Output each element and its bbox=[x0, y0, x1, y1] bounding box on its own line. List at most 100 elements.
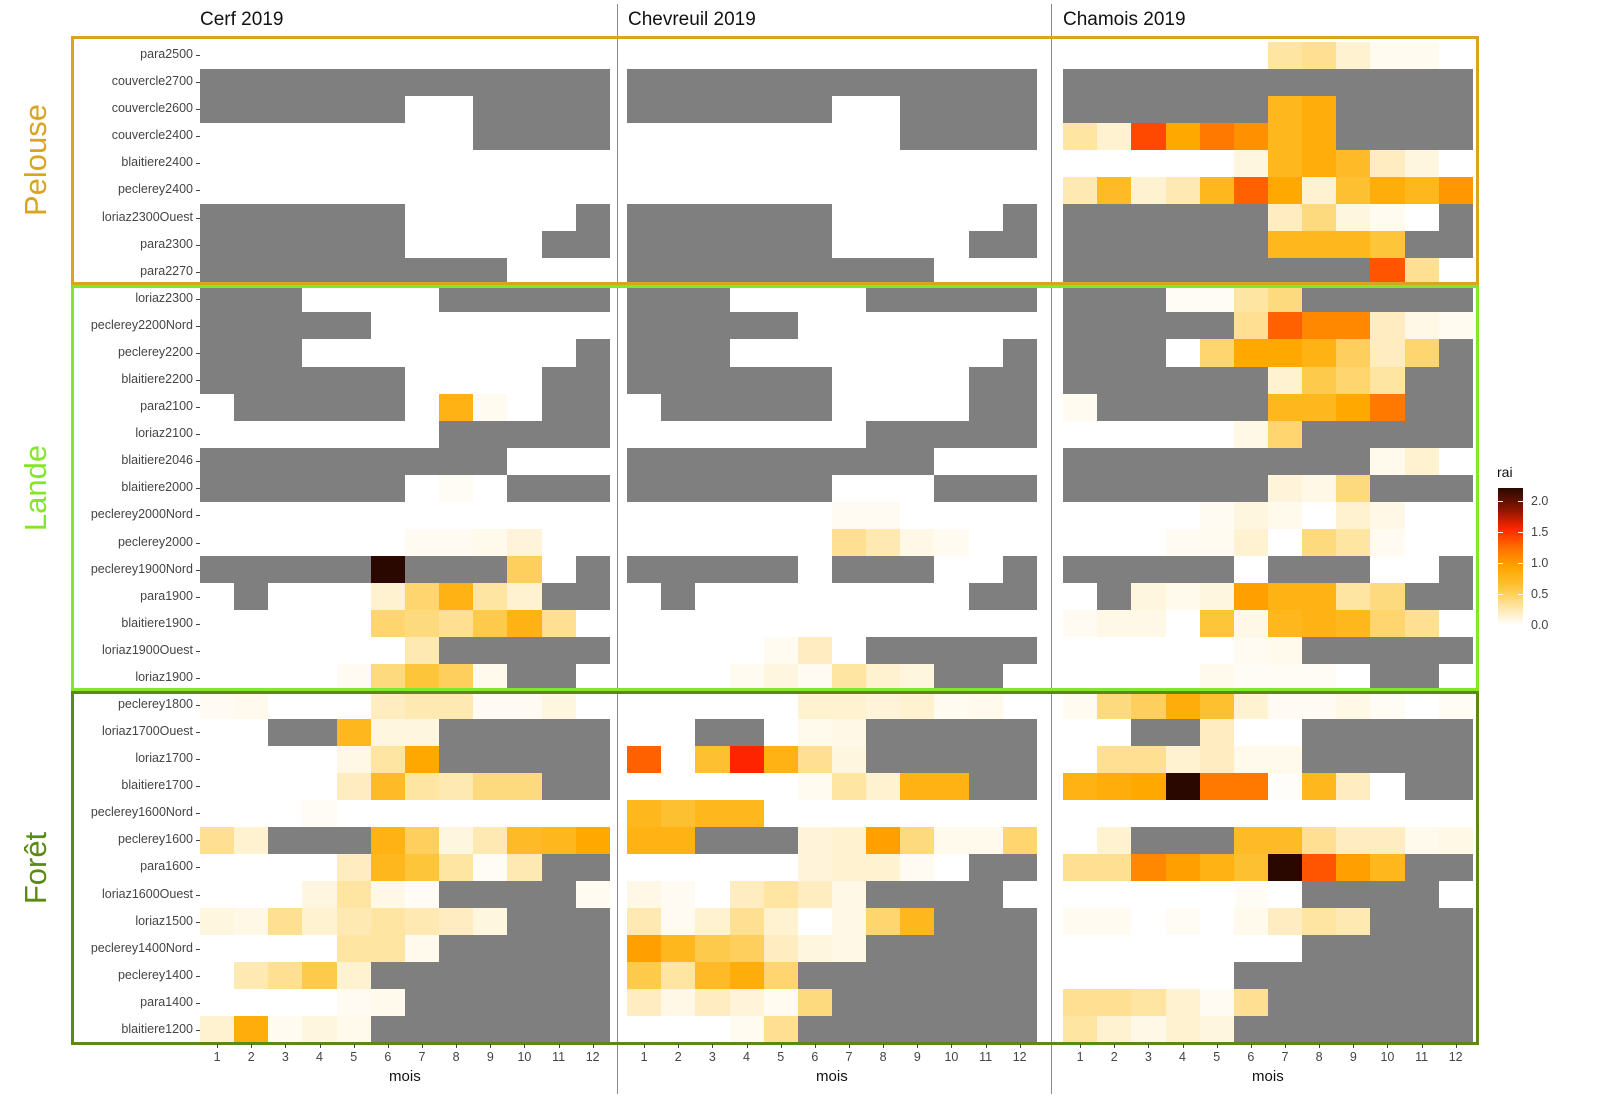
heatmap-cell-na bbox=[1002, 583, 1038, 611]
heatmap-cell-na bbox=[1336, 556, 1371, 584]
heatmap-cell bbox=[336, 718, 372, 747]
heatmap-cell bbox=[302, 935, 338, 963]
heatmap-cell bbox=[1267, 799, 1303, 828]
heatmap-cell-na bbox=[336, 95, 372, 124]
heatmap-cell bbox=[234, 176, 269, 205]
heatmap-cell-na bbox=[404, 1016, 440, 1045]
heatmap-cell-na bbox=[234, 312, 269, 340]
heatmap-cell bbox=[1404, 501, 1440, 530]
heatmap-cell-na bbox=[763, 393, 799, 422]
heatmap-cell-na bbox=[541, 745, 577, 774]
heatmap-cell bbox=[1097, 610, 1132, 638]
heatmap-cell-na bbox=[968, 935, 1004, 963]
heatmap-cell bbox=[934, 393, 970, 422]
heatmap-cell bbox=[370, 556, 406, 584]
heatmap-cell bbox=[200, 935, 235, 963]
heatmap-cell bbox=[1097, 501, 1132, 530]
heatmap-cell bbox=[1131, 799, 1167, 828]
heatmap-cell bbox=[370, 312, 406, 340]
heatmap-cell-na bbox=[1131, 447, 1167, 476]
x-tick-mark bbox=[1114, 1044, 1116, 1048]
heatmap-cell-na bbox=[1097, 474, 1132, 503]
heatmap-cell bbox=[200, 772, 235, 801]
heatmap-cell-na bbox=[934, 881, 970, 909]
heatmap-cell-na bbox=[575, 1016, 611, 1045]
heatmap-cell bbox=[302, 1016, 338, 1045]
heatmap-cell bbox=[900, 204, 935, 232]
heatmap-cell bbox=[404, 853, 440, 882]
heatmap-cell bbox=[695, 41, 731, 70]
heatmap-cell bbox=[695, 772, 731, 801]
heatmap-cell bbox=[200, 881, 235, 909]
heatmap-cell-na bbox=[370, 474, 406, 503]
heatmap-cell-na bbox=[268, 95, 304, 124]
heatmap-cell bbox=[507, 528, 543, 557]
heatmap-cell bbox=[934, 501, 970, 530]
heatmap-cell bbox=[831, 204, 867, 232]
heatmap-cell bbox=[763, 176, 799, 205]
heatmap-cell bbox=[1097, 989, 1132, 1017]
heatmap-cell-na bbox=[934, 285, 970, 313]
heatmap-cell bbox=[627, 908, 662, 936]
heatmap-cell bbox=[1165, 1016, 1201, 1045]
heatmap-cell bbox=[627, 935, 662, 963]
heatmap-cell bbox=[900, 853, 935, 882]
heatmap-cell-na bbox=[1199, 393, 1235, 422]
heatmap-cell bbox=[1404, 556, 1440, 584]
heatmap-cell-na bbox=[729, 826, 765, 855]
heatmap-cell-na bbox=[268, 339, 304, 368]
heatmap-cell bbox=[1336, 149, 1371, 178]
heatmap-cell-na bbox=[1336, 989, 1371, 1017]
heatmap-cell bbox=[1131, 908, 1167, 936]
heatmap-cell-na bbox=[473, 962, 508, 990]
heatmap-cell bbox=[404, 718, 440, 747]
heatmap-cell bbox=[831, 637, 867, 665]
heatmap-cell-na bbox=[234, 474, 269, 503]
heatmap-cell bbox=[336, 772, 372, 801]
heatmap-cell-na bbox=[1165, 556, 1201, 584]
heatmap-cell bbox=[1199, 637, 1235, 665]
heatmap-cell bbox=[1302, 176, 1337, 205]
heatmap-cell bbox=[302, 501, 338, 530]
heatmap-cell bbox=[831, 231, 867, 259]
legend-tick-mark bbox=[1498, 500, 1503, 502]
heatmap-cell-na bbox=[797, 231, 833, 259]
heatmap-cell bbox=[200, 176, 235, 205]
heatmap-cell-na bbox=[507, 664, 543, 692]
heatmap-cell bbox=[1438, 610, 1474, 638]
heatmap-cell-na bbox=[831, 962, 867, 990]
heatmap-cell-na bbox=[200, 204, 235, 232]
heatmap-cell bbox=[763, 501, 799, 530]
row-tick bbox=[196, 1002, 200, 1004]
heatmap-cell-na bbox=[1438, 1016, 1474, 1045]
heatmap-cell bbox=[268, 1016, 304, 1045]
heatmap-cell bbox=[473, 501, 508, 530]
heatmap-cell bbox=[1199, 1016, 1235, 1045]
heatmap-cell-na bbox=[473, 285, 508, 313]
heatmap-cell-na bbox=[1131, 556, 1167, 584]
heatmap-cell-na bbox=[627, 95, 662, 124]
heatmap-cell-na bbox=[1097, 95, 1132, 124]
row-tick bbox=[196, 921, 200, 923]
heatmap-cell bbox=[1233, 908, 1269, 936]
heatmap-cell-na bbox=[336, 258, 372, 286]
heatmap-cell bbox=[234, 799, 269, 828]
heatmap-cell bbox=[1199, 339, 1235, 368]
heatmap-cell bbox=[234, 637, 269, 665]
heatmap-cell-na bbox=[1131, 474, 1167, 503]
heatmap-cell bbox=[1267, 908, 1303, 936]
heatmap-cell bbox=[900, 176, 935, 205]
heatmap-cell bbox=[541, 258, 577, 286]
heatmap-cell-na bbox=[575, 935, 611, 963]
heatmap-cell-na bbox=[439, 935, 474, 963]
heatmap-cell bbox=[302, 339, 338, 368]
heatmap-cell bbox=[439, 122, 474, 151]
x-tick-mark bbox=[422, 1044, 423, 1048]
heatmap-cell-na bbox=[541, 989, 577, 1017]
heatmap-cell-na bbox=[1165, 312, 1201, 340]
heatmap-cell bbox=[900, 393, 935, 422]
heatmap-cell-na bbox=[1438, 772, 1474, 801]
heatmap-cell bbox=[1404, 339, 1440, 368]
x-tick-mark bbox=[917, 1044, 919, 1048]
heatmap-cell bbox=[439, 799, 474, 828]
